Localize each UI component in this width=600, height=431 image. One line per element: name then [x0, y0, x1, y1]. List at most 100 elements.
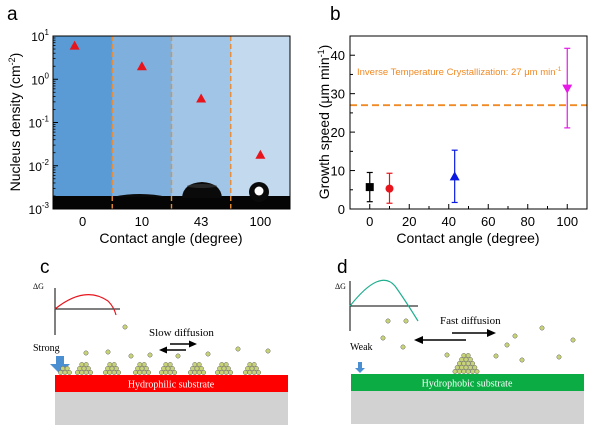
base-slab-d [351, 391, 584, 424]
diffusion-label-d: Fast diffusion [440, 315, 501, 327]
particle [253, 366, 259, 371]
particle [58, 370, 64, 375]
particle [249, 366, 255, 371]
substrate-label-d: Hydrophobic substrate [422, 379, 513, 390]
x-axis-label-a: Contact angle (degree) [99, 230, 242, 246]
particle [456, 369, 462, 374]
growth-point-100 [562, 84, 573, 94]
particle [219, 362, 225, 367]
particle [77, 366, 83, 371]
particle [147, 352, 153, 358]
particle [172, 370, 178, 375]
particle [225, 366, 231, 371]
x-tick-label: 100 [556, 214, 578, 229]
particle [137, 370, 143, 375]
growth-speed-points [365, 47, 573, 204]
x-tick-label: 60 [481, 214, 495, 229]
particle [467, 357, 473, 362]
particle [198, 366, 204, 371]
energy-barrier-d: ΔG [335, 279, 419, 331]
y-tick-label: 40 [331, 48, 345, 63]
growth-point-43 [449, 171, 460, 181]
particle [570, 337, 576, 343]
particle [221, 366, 227, 371]
y-axis-b: 0 10 20 30 40 [331, 35, 355, 217]
particles-c [58, 324, 271, 375]
particle [459, 357, 465, 362]
particle [64, 366, 70, 371]
particle [192, 362, 198, 367]
y-axis-a: 10-3 10-2 10-1 100 101 [29, 28, 58, 217]
y-tick-label: 100 [31, 71, 49, 87]
particle [194, 366, 200, 371]
y-tick-label: 10-2 [29, 158, 50, 174]
particle [465, 353, 471, 358]
panel-label-b: b [330, 4, 341, 25]
particle [163, 370, 169, 375]
x-tick-label: 43 [194, 214, 208, 229]
y-axis-label-a: Nucleus density (cm-2) [7, 53, 23, 192]
particle [223, 362, 229, 367]
reference-line-label: Inverse Temperature Crystallization: 27 … [357, 66, 562, 78]
nucleus-density-points [69, 40, 266, 159]
particle [247, 370, 253, 375]
interaction-label-c: Strong [33, 343, 60, 354]
y-tick-label: 10-3 [29, 201, 50, 217]
particle [165, 366, 171, 371]
particle [251, 362, 257, 367]
particle [403, 318, 409, 324]
x-tick-label: 80 [521, 214, 535, 229]
particle [109, 366, 115, 371]
panel-label-a: a [7, 4, 18, 25]
contact-angle-regions [53, 36, 291, 196]
panel-label-c: c [40, 257, 50, 278]
y-tick-label: 0 [338, 202, 345, 217]
hydrophilic-substrate [55, 375, 288, 392]
particle [107, 370, 113, 375]
particle [201, 370, 207, 375]
x-axis-label-b: Contact angle (degree) [396, 230, 539, 246]
particle [167, 370, 173, 375]
particle [74, 370, 80, 375]
particle [163, 362, 169, 367]
particle [161, 366, 167, 371]
region-100 [230, 36, 291, 196]
particle [88, 370, 94, 375]
particle [228, 370, 234, 375]
particle [235, 346, 241, 352]
particle [62, 370, 68, 375]
x-tick-label: 10 [135, 214, 149, 229]
particle [380, 335, 386, 341]
density-point-0 [69, 40, 80, 50]
particle [470, 361, 476, 366]
x-axis-b: 0 20 40 60 80 100 [366, 204, 588, 229]
particle [83, 350, 89, 356]
particle [66, 370, 72, 375]
density-point-100 [255, 149, 266, 159]
particle [146, 370, 152, 375]
particle [137, 362, 143, 367]
particle [205, 351, 211, 357]
growth-point-10 [385, 184, 394, 193]
particle [470, 369, 476, 374]
particle [245, 366, 251, 371]
particle [463, 357, 469, 362]
particle [190, 366, 196, 371]
y-tick-label: 101 [31, 28, 49, 44]
particle [102, 370, 108, 375]
panel-c-schematic: ΔG Slow diffusion Strong Hydrophilic sub… [33, 282, 288, 425]
y-tick-label: 10 [331, 164, 345, 179]
region-10 [112, 36, 172, 196]
particle [539, 325, 545, 331]
particle [141, 370, 147, 375]
density-point-43 [196, 93, 207, 103]
particle [219, 370, 225, 375]
particle [461, 353, 467, 358]
particle [461, 369, 467, 374]
particle [139, 366, 145, 371]
particle [256, 370, 262, 375]
base-slab-c [55, 392, 288, 425]
particle [128, 353, 134, 359]
particle [158, 370, 164, 375]
particle [465, 361, 471, 366]
